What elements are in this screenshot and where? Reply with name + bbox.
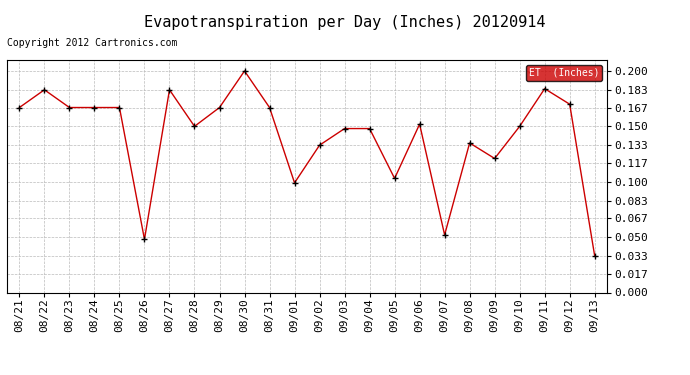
Legend: ET  (Inches): ET (Inches) — [526, 65, 602, 81]
Text: Evapotranspiration per Day (Inches) 20120914: Evapotranspiration per Day (Inches) 2012… — [144, 15, 546, 30]
Text: Copyright 2012 Cartronics.com: Copyright 2012 Cartronics.com — [7, 38, 177, 48]
